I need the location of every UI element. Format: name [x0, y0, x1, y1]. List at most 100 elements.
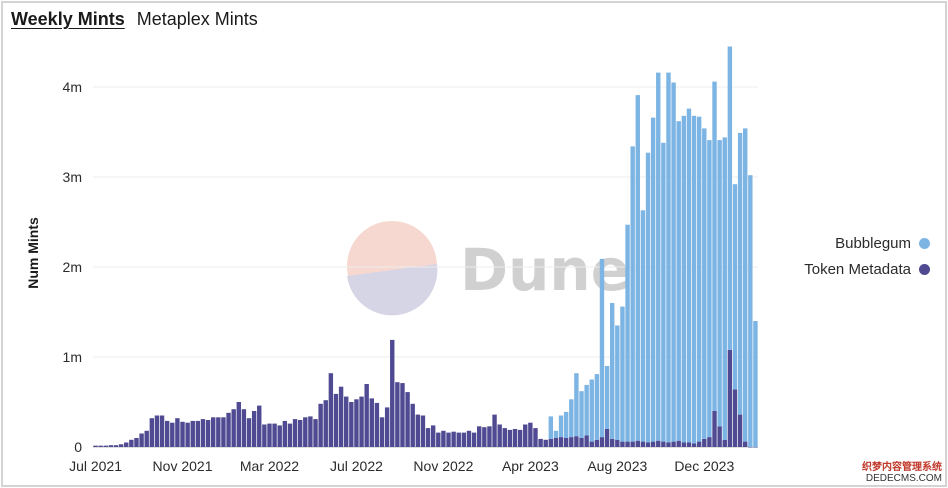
bar-bubblegum[interactable] [681, 115, 687, 443]
bar-bubblegum[interactable] [712, 81, 717, 411]
bar-token-metadata[interactable] [563, 438, 569, 447]
bar-token-metadata[interactable] [512, 429, 518, 447]
bar-token-metadata[interactable] [589, 441, 594, 447]
bar-token-metadata[interactable] [354, 399, 359, 447]
bar-token-metadata[interactable] [170, 422, 175, 447]
bar-token-metadata[interactable] [333, 393, 339, 447]
bar-token-metadata[interactable] [702, 438, 707, 447]
bar-token-metadata[interactable] [661, 441, 666, 447]
bar-token-metadata[interactable] [610, 438, 615, 447]
bar-token-metadata[interactable] [451, 431, 456, 447]
bar-token-metadata[interactable] [277, 425, 282, 447]
bar-token-metadata[interactable] [707, 437, 712, 447]
bar-bubblegum[interactable] [656, 72, 661, 441]
bar-token-metadata[interactable] [154, 415, 160, 448]
bar-bubblegum[interactable] [635, 95, 640, 441]
bar-bubblegum[interactable] [666, 72, 671, 443]
bar-token-metadata[interactable] [149, 418, 155, 447]
bar-token-metadata[interactable] [461, 432, 467, 447]
bar-bubblegum[interactable] [579, 391, 584, 438]
bar-token-metadata[interactable] [548, 438, 554, 447]
bar-token-metadata[interactable] [349, 402, 354, 447]
bar-token-metadata[interactable] [681, 442, 687, 448]
bar-token-metadata[interactable] [251, 411, 257, 447]
bar-token-metadata[interactable] [487, 426, 492, 447]
bar-bubblegum[interactable] [548, 416, 554, 439]
bar-token-metadata[interactable] [159, 415, 165, 448]
bar-token-metadata[interactable] [344, 396, 349, 447]
bar-token-metadata[interactable] [287, 423, 293, 447]
bar-token-metadata[interactable] [430, 425, 436, 447]
bar-token-metadata[interactable] [139, 433, 144, 448]
bar-bubblegum[interactable] [717, 140, 722, 427]
bar-bubblegum[interactable] [630, 146, 635, 442]
bar-token-metadata[interactable] [118, 444, 124, 447]
bar-token-metadata[interactable] [134, 438, 139, 447]
bar-bubblegum[interactable] [620, 306, 625, 442]
bar-token-metadata[interactable] [507, 429, 513, 447]
bar-token-metadata[interactable] [262, 424, 267, 448]
bar-token-metadata[interactable] [635, 440, 640, 447]
bar-token-metadata[interactable] [292, 419, 298, 447]
bar-token-metadata[interactable] [231, 409, 236, 447]
bar-token-metadata[interactable] [574, 436, 579, 447]
bar-token-metadata[interactable] [466, 430, 472, 447]
legend-item-token-metadata[interactable]: Token Metadata [780, 256, 930, 282]
bar-token-metadata[interactable] [737, 414, 743, 447]
bar-token-metadata[interactable] [696, 441, 702, 447]
bar-token-metadata[interactable] [129, 439, 134, 447]
bar-token-metadata[interactable] [640, 441, 646, 447]
bar-token-metadata[interactable] [441, 430, 446, 447]
bar-token-metadata[interactable] [502, 428, 507, 447]
bar-token-metadata[interactable] [615, 439, 620, 447]
bar-bubblegum[interactable] [748, 175, 753, 447]
bar-token-metadata[interactable] [390, 339, 395, 447]
bar-bubblegum[interactable] [604, 366, 610, 429]
bar-token-metadata[interactable] [374, 402, 380, 447]
bar-token-metadata[interactable] [553, 438, 559, 447]
bar-token-metadata[interactable] [395, 382, 400, 447]
bar-token-metadata[interactable] [650, 441, 656, 447]
bar-token-metadata[interactable] [671, 441, 676, 447]
bar-token-metadata[interactable] [379, 417, 385, 447]
bar-token-metadata[interactable] [297, 420, 303, 447]
bar-bubblegum[interactable] [584, 384, 589, 436]
bar-token-metadata[interactable] [272, 423, 277, 447]
bar-token-metadata[interactable] [205, 420, 211, 447]
bar-token-metadata[interactable] [216, 417, 221, 447]
bar-token-metadata[interactable] [471, 432, 477, 447]
bar-token-metadata[interactable] [425, 428, 431, 447]
bar-token-metadata[interactable] [308, 416, 313, 447]
bar-bubblegum[interactable] [569, 399, 574, 438]
bar-token-metadata[interactable] [313, 419, 318, 447]
bar-bubblegum[interactable] [615, 325, 620, 440]
bar-token-metadata[interactable] [420, 415, 426, 448]
bar-bubblegum[interactable] [686, 108, 692, 443]
bar-token-metadata[interactable] [98, 445, 103, 447]
bar-token-metadata[interactable] [579, 438, 584, 447]
bar-bubblegum[interactable] [702, 128, 707, 439]
bar-bubblegum[interactable] [722, 137, 727, 440]
bar-token-metadata[interactable] [676, 440, 681, 447]
bar-bubblegum[interactable] [645, 152, 651, 443]
bar-bubblegum[interactable] [743, 128, 748, 442]
bar-bubblegum[interactable] [661, 142, 666, 442]
bar-bubblegum[interactable] [594, 374, 600, 440]
bar-token-metadata[interactable] [195, 420, 201, 447]
bar-token-metadata[interactable] [246, 418, 252, 447]
bar-token-metadata[interactable] [630, 441, 635, 447]
bar-bubblegum[interactable] [574, 373, 579, 437]
bar-token-metadata[interactable] [318, 403, 323, 447]
legend-item-bubblegum[interactable]: Bubblegum [780, 230, 930, 256]
bar-token-metadata[interactable] [604, 429, 610, 447]
bar-token-metadata[interactable] [124, 442, 129, 448]
bar-token-metadata[interactable] [236, 402, 241, 447]
bar-bubblegum[interactable] [558, 415, 564, 438]
bar-bubblegum[interactable] [676, 121, 681, 441]
bar-bubblegum[interactable] [610, 303, 615, 439]
bar-token-metadata[interactable] [712, 411, 717, 447]
bar-token-metadata[interactable] [691, 443, 697, 447]
bar-token-metadata[interactable] [282, 420, 288, 447]
bar-token-metadata[interactable] [384, 407, 390, 447]
bar-token-metadata[interactable] [645, 442, 651, 448]
